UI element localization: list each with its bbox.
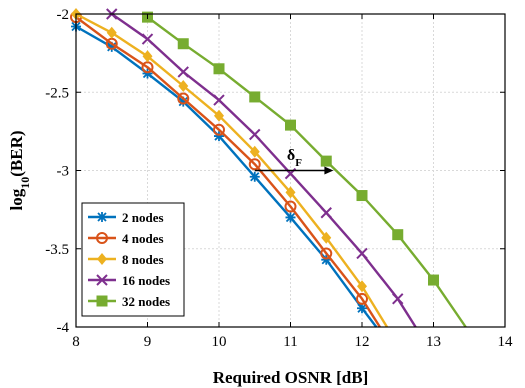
- series-3: [71, 8, 389, 328]
- data-point: [392, 293, 404, 305]
- legend-entry: 4 nodes: [88, 231, 164, 246]
- series-line: [75, 16, 381, 328]
- y-axis-label-main: log: [7, 188, 26, 210]
- data-point: [177, 38, 189, 50]
- data-point: [249, 171, 260, 182]
- series-line: [111, 13, 417, 328]
- data-point: [285, 186, 296, 199]
- x-tick-label: 12: [355, 334, 370, 350]
- x-tick-label: 14: [498, 334, 514, 350]
- legend-marker: [96, 274, 108, 286]
- y-tick-label: -4: [57, 320, 70, 336]
- data-point: [214, 109, 224, 122]
- x-tick-label: 9: [144, 334, 152, 350]
- data-point: [106, 41, 117, 52]
- series-5: [142, 11, 467, 328]
- data-point: [106, 26, 117, 39]
- legend-label: 32 nodes: [122, 294, 170, 309]
- series-line: [75, 25, 378, 328]
- data-point: [141, 33, 154, 45]
- x-axis-label: Required OSNR [dB]: [213, 368, 369, 387]
- legend-label: 2 nodes: [122, 210, 164, 225]
- data-point: [284, 200, 297, 213]
- x-tick-label: 13: [426, 334, 441, 350]
- y-tick-label: -2.5: [45, 85, 69, 101]
- data-point: [142, 68, 153, 79]
- data-point: [356, 292, 368, 305]
- x-tick-label: 11: [283, 334, 297, 350]
- data-point: [357, 303, 367, 314]
- data-point: [356, 190, 368, 202]
- delta-sub: F: [295, 157, 302, 169]
- data-point: [177, 66, 189, 78]
- delta-annotation: δF: [254, 147, 334, 175]
- data-point: [213, 94, 225, 106]
- data-point: [357, 280, 367, 293]
- legend-label: 16 nodes: [122, 273, 170, 288]
- data-point: [356, 247, 368, 260]
- legend-marker: [96, 295, 108, 307]
- data-point: [320, 155, 332, 167]
- series-line: [146, 16, 467, 328]
- legend-entry: 8 nodes: [88, 252, 164, 267]
- data-point: [249, 128, 261, 141]
- data-point: [249, 145, 260, 158]
- y-axis-label: log10(BER): [7, 130, 32, 210]
- legend-marker: [97, 253, 107, 265]
- data-point: [428, 274, 439, 286]
- data-point: [178, 79, 189, 92]
- data-point: [178, 96, 189, 107]
- legend-entry: 32 nodes: [88, 294, 170, 309]
- y-axis-label-sub: 10: [18, 177, 32, 189]
- data-point: [248, 158, 261, 171]
- legend: 2 nodes 4 nodes 8 nodes 16 nodes 32 nodes: [81, 202, 185, 317]
- y-tick-label: -2: [57, 7, 70, 23]
- legend-label: 8 nodes: [122, 252, 164, 267]
- data-point: [142, 50, 153, 63]
- legend-entry: 2 nodes: [88, 210, 164, 225]
- data-point: [392, 229, 404, 241]
- data-point: [285, 119, 296, 131]
- data-point: [285, 212, 296, 223]
- delta-label: δF: [287, 147, 302, 169]
- data-point: [321, 231, 332, 244]
- series-1: [71, 21, 378, 328]
- legend-entry: 16 nodes: [88, 273, 170, 288]
- legend-marker: [96, 232, 108, 244]
- data-point: [213, 123, 225, 136]
- series-line: [75, 12, 389, 328]
- data-point: [320, 207, 332, 219]
- tick-layer: 8 9 10 11 12 13 14 -2 -2.5 -3 -3.5 -4: [45, 7, 513, 350]
- delta-arrowhead: [324, 166, 334, 175]
- data-point: [213, 63, 225, 75]
- delta-symbol: δ: [287, 147, 295, 164]
- data-point: [320, 247, 333, 260]
- data-point: [214, 131, 224, 142]
- y-axis-label-rest: (BER): [7, 130, 26, 176]
- x-tick-label: 10: [212, 334, 227, 350]
- legend-label: 4 nodes: [122, 231, 164, 246]
- y-tick-label: -3: [57, 164, 70, 180]
- series-2: [70, 11, 381, 328]
- data-point: [321, 254, 332, 265]
- x-tick-label: 8: [72, 334, 80, 350]
- data-point: [249, 91, 261, 103]
- legend-marker: [97, 212, 107, 222]
- y-tick-label: -3.5: [45, 242, 69, 258]
- data-point: [177, 92, 190, 105]
